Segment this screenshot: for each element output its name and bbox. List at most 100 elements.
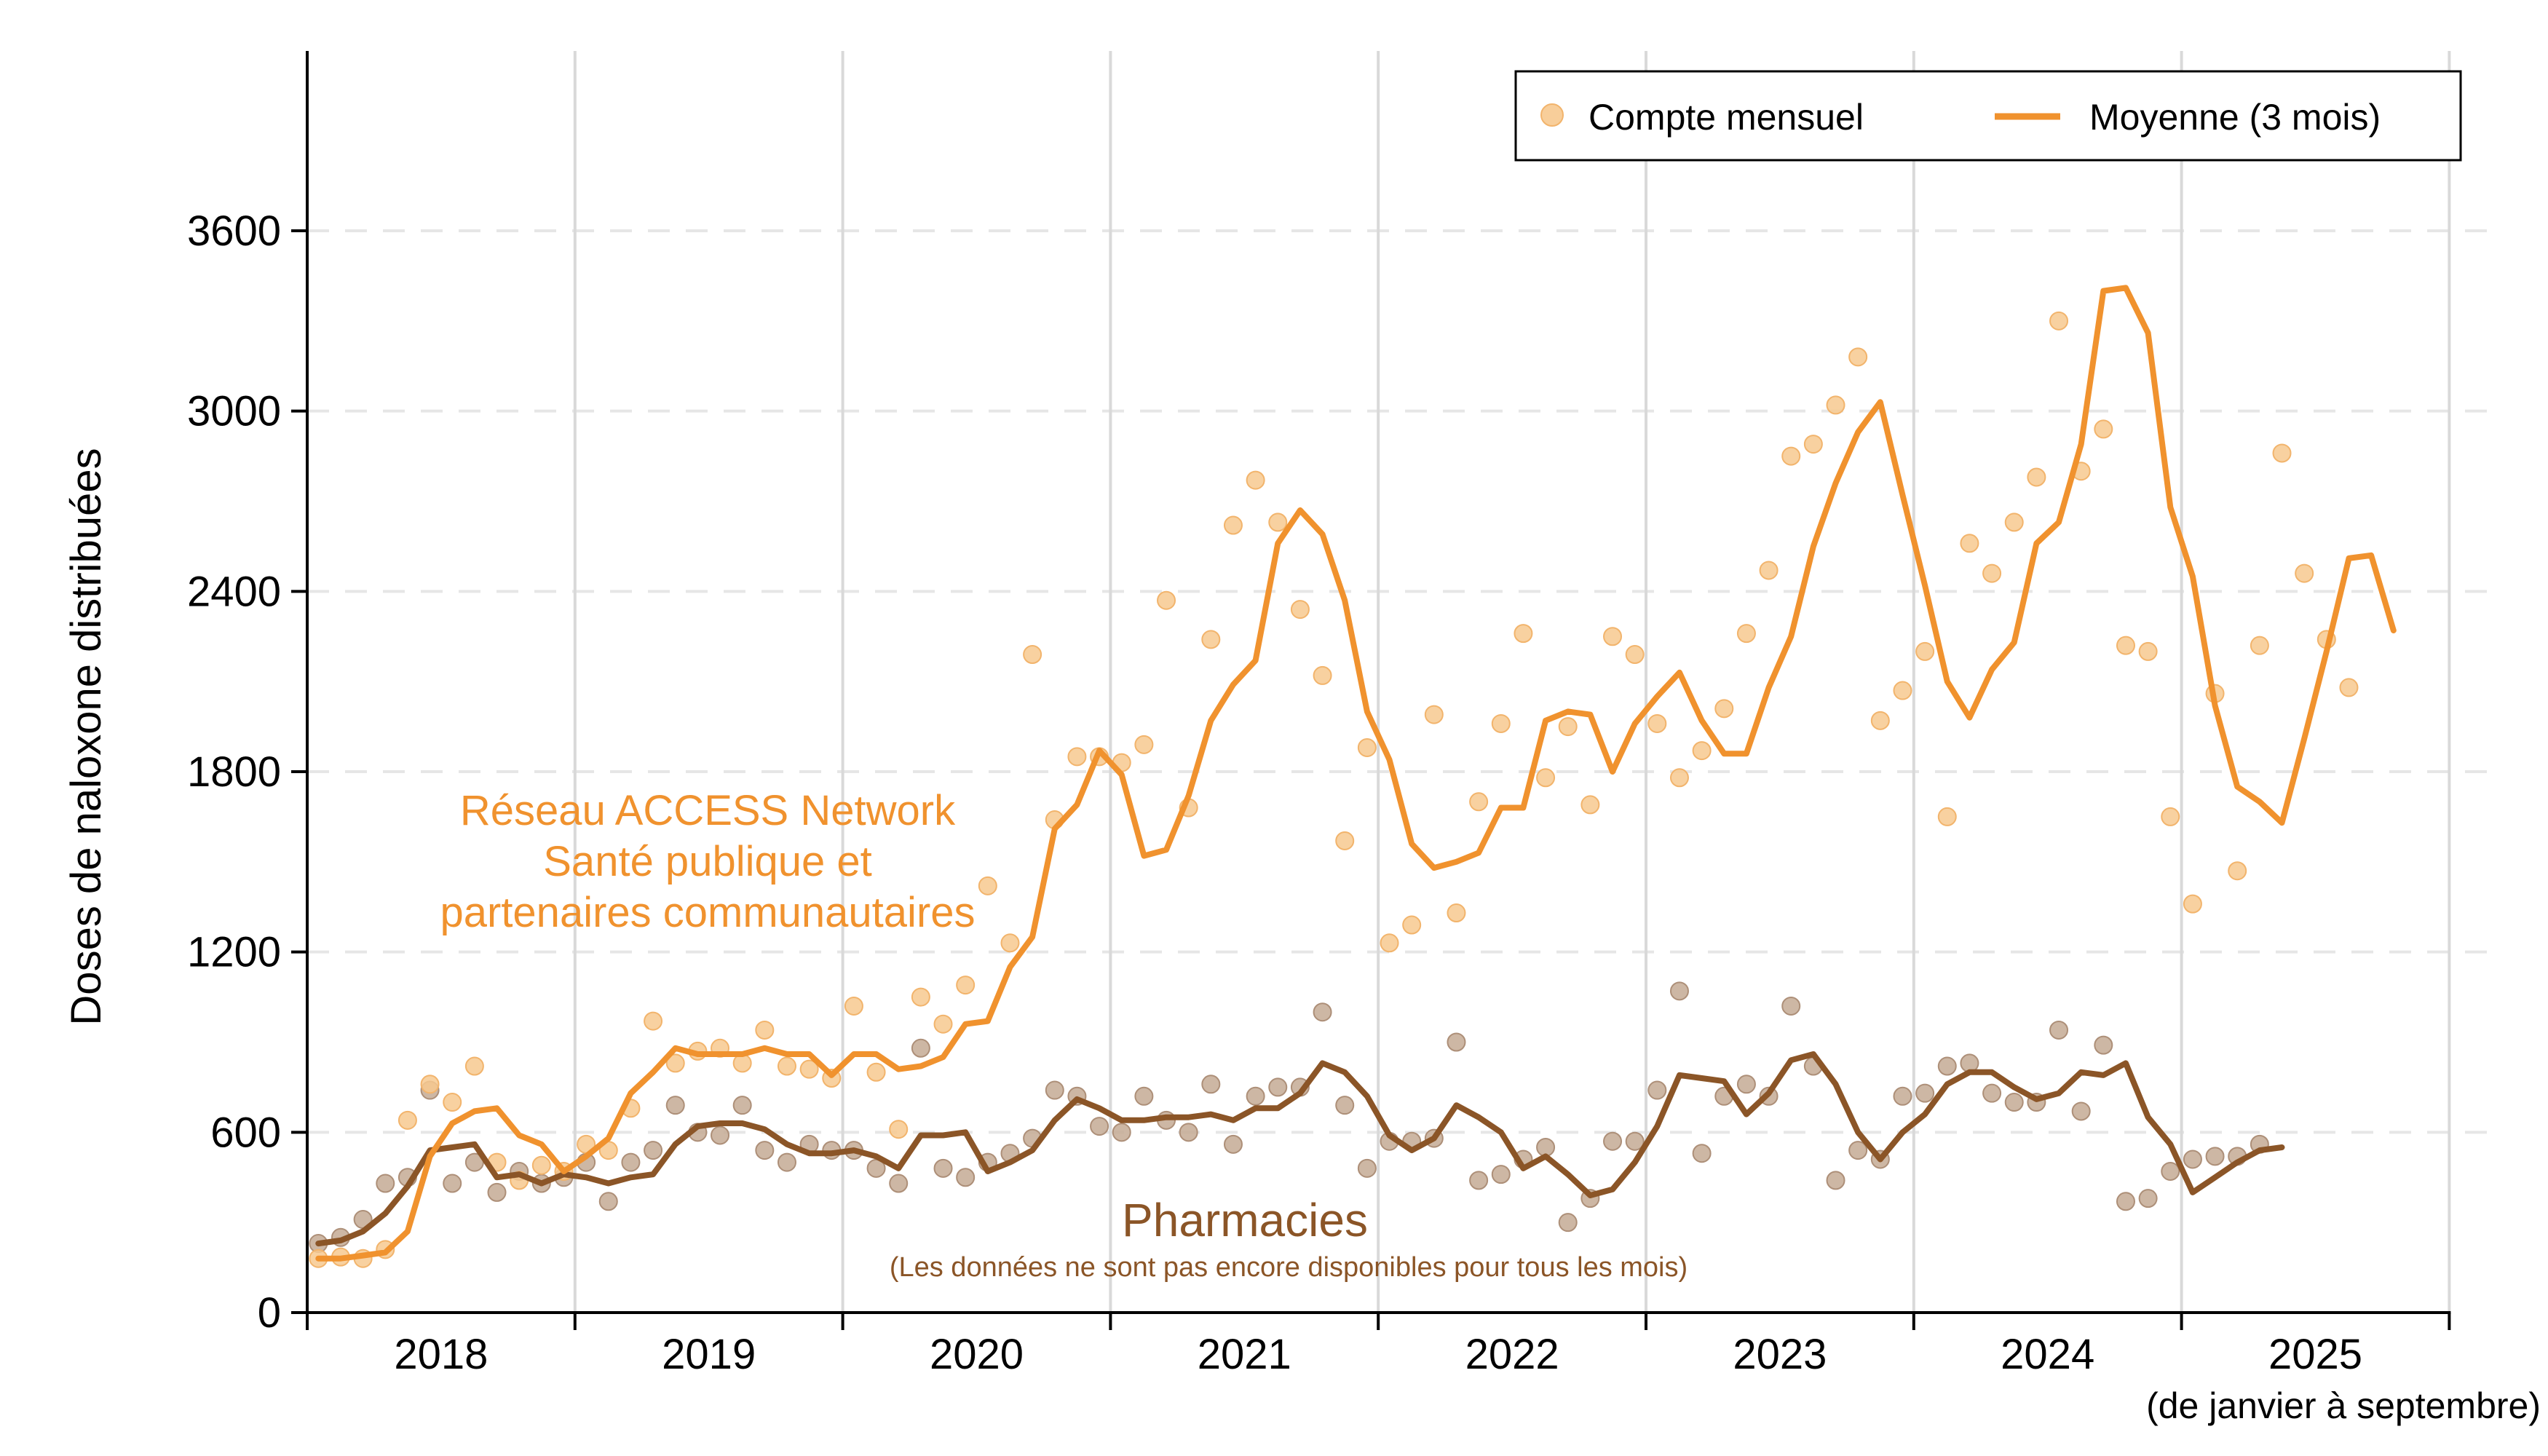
- access-monthly-point: [1067, 747, 1087, 767]
- pharmacy-monthly-point: [1736, 1075, 1756, 1094]
- pharmacy-monthly-point: [1179, 1123, 1198, 1142]
- access-monthly-point: [2116, 636, 2135, 655]
- pharmacy-monthly-point: [1223, 1134, 1243, 1154]
- pharmacy-monthly-point: [1536, 1137, 1556, 1157]
- pharmacy-monthly-point: [1201, 1075, 1221, 1094]
- access-monthly-point: [1335, 831, 1355, 850]
- access-monthly-point: [1803, 435, 1823, 454]
- access-monthly-point: [1447, 903, 1466, 923]
- access-monthly-point: [2004, 513, 2024, 532]
- y-tick-label: 2400: [187, 568, 281, 615]
- pharmacy-monthly-point: [665, 1096, 685, 1115]
- pharmacy-monthly-point: [1848, 1141, 1868, 1160]
- pharmacy-monthly-point: [732, 1096, 752, 1115]
- pharmacy-monthly-point: [2094, 1035, 2113, 1055]
- access-monthly-point: [978, 876, 997, 895]
- access-monthly-point: [1580, 795, 1600, 815]
- pharmacy-monthly-point: [1469, 1171, 1489, 1190]
- access-monthly-point: [2138, 641, 2158, 661]
- access-monthly-point: [1290, 600, 1310, 620]
- access-monthly-point: [1759, 561, 1779, 580]
- x-tick-label-2019: 2019: [662, 1331, 756, 1378]
- x-tick-labels: 2018 2019 2020 2021 2022 2023 2024 2025: [394, 1331, 2362, 1378]
- pharmacy-annotation-note: (Les données ne sont pas encore disponib…: [890, 1252, 1688, 1283]
- x-tick-label-2024: 2024: [2001, 1331, 2094, 1378]
- y-tick-label: 3000: [187, 388, 281, 435]
- access-monthly-point: [1937, 807, 1957, 826]
- pharmacy-monthly-point: [1447, 1032, 1466, 1052]
- access-monthly-point: [1647, 713, 1667, 733]
- pharmacy-monthly-point: [1692, 1144, 1712, 1163]
- access-annotation-line-2: Santé publique et: [543, 838, 871, 885]
- access-monthly-point: [2228, 861, 2247, 881]
- access-monthly-point: [755, 1020, 775, 1040]
- pharmacy-monthly-point: [1246, 1086, 1265, 1106]
- access-monthly-point: [2161, 807, 2180, 826]
- pharmacy-monthly-point: [487, 1182, 507, 1202]
- x-axis-note: (de janvier à septembre): [2146, 1385, 2541, 1426]
- access-monthly-point: [1402, 915, 1422, 935]
- pharmacy-monthly-point: [1647, 1080, 1667, 1100]
- access-monthly-point: [799, 1059, 819, 1079]
- pharmacy-monthly-point: [2183, 1150, 2202, 1169]
- access-monthly-point: [2250, 636, 2269, 655]
- pharmacy-monthly-point: [1915, 1083, 1935, 1103]
- pharmacy-annotation-title: Pharmacies: [1122, 1194, 1368, 1246]
- pharmacy-monthly-point: [2071, 1101, 2091, 1121]
- access-monthly-point: [665, 1053, 685, 1073]
- access-monthly-point: [420, 1075, 440, 1094]
- access-moving-average-line: [315, 285, 2397, 1262]
- pharmacy-monthly-point: [2049, 1020, 2069, 1040]
- x-tick-label-2018: 2018: [394, 1331, 488, 1378]
- y-tick-label: 1200: [187, 929, 281, 976]
- pharmacy-monthly-point: [644, 1141, 663, 1160]
- access-monthly-point: [1625, 645, 1645, 665]
- legend-point-marker: [1540, 103, 1564, 127]
- pharmacy-monthly-point: [2004, 1093, 2024, 1112]
- pharmacy-monthly-point: [2205, 1147, 2225, 1166]
- pharmacy-monthly-point: [621, 1152, 641, 1172]
- pharmacy-monthly-point: [911, 1038, 930, 1058]
- access-monthly-point: [2049, 311, 2069, 331]
- legend: Compte mensuel Moyenne (3 mois): [1514, 70, 2462, 162]
- access-monthly-point: [2027, 467, 2046, 487]
- legend-box: [1514, 70, 2462, 162]
- pharmacy-monthly-point: [376, 1174, 395, 1193]
- pharmacy-monthly-point: [1090, 1117, 1109, 1136]
- access-monthly-point: [397, 1110, 417, 1130]
- access-monthly-point: [911, 987, 930, 1007]
- pharmacy-monthly-point: [1491, 1165, 1511, 1184]
- access-monthly-point: [1848, 347, 1868, 367]
- access-monthly-point: [1514, 624, 1533, 644]
- y-tick-label: 1800: [187, 748, 281, 796]
- access-monthly-point: [2295, 563, 2314, 583]
- access-monthly-point: [1736, 624, 1756, 644]
- grid: [306, 51, 2493, 1313]
- access-monthly-point: [844, 996, 863, 1016]
- pharmacy-monthly-point: [889, 1174, 909, 1193]
- x-tick-label-2021: 2021: [1198, 1331, 1291, 1378]
- access-monthly-point: [1870, 711, 1890, 730]
- access-monthly-point: [1469, 792, 1489, 812]
- pharmacy-monthly-point: [2161, 1161, 2180, 1181]
- access-monthly-point: [1380, 933, 1399, 953]
- pharmacy-monthly-point: [956, 1168, 976, 1187]
- pharmacy-monthly-point: [2138, 1189, 2158, 1208]
- legend-label-monthly: Compte mensuel: [1588, 97, 1864, 138]
- access-monthly-point: [1536, 768, 1556, 788]
- access-annotation-line-1: Réseau ACCESS Network: [460, 787, 956, 834]
- pharmacy-monthly-point: [1937, 1056, 1957, 1076]
- pharmacy-annotation: Pharmacies (Les données ne sont pas enco…: [890, 1194, 1688, 1283]
- access-monthly-point: [1491, 713, 1511, 733]
- pharmacy-monthly-point: [711, 1125, 730, 1145]
- pharmacy-monthly-point: [443, 1174, 462, 1193]
- pharmacy-monthly-point: [598, 1192, 618, 1211]
- pharmacy-moving-average-line: [315, 1051, 2285, 1247]
- access-monthly-point: [1357, 737, 1377, 757]
- axes: 0 600 1200 1800 2400 3000 3600: [187, 51, 2451, 1337]
- pharmacy-monthly-point: [1893, 1086, 1912, 1106]
- access-monthly-point: [1268, 513, 1288, 532]
- pharmacy-monthly-point: [1669, 981, 1689, 1001]
- access-monthly-point: [1603, 627, 1623, 646]
